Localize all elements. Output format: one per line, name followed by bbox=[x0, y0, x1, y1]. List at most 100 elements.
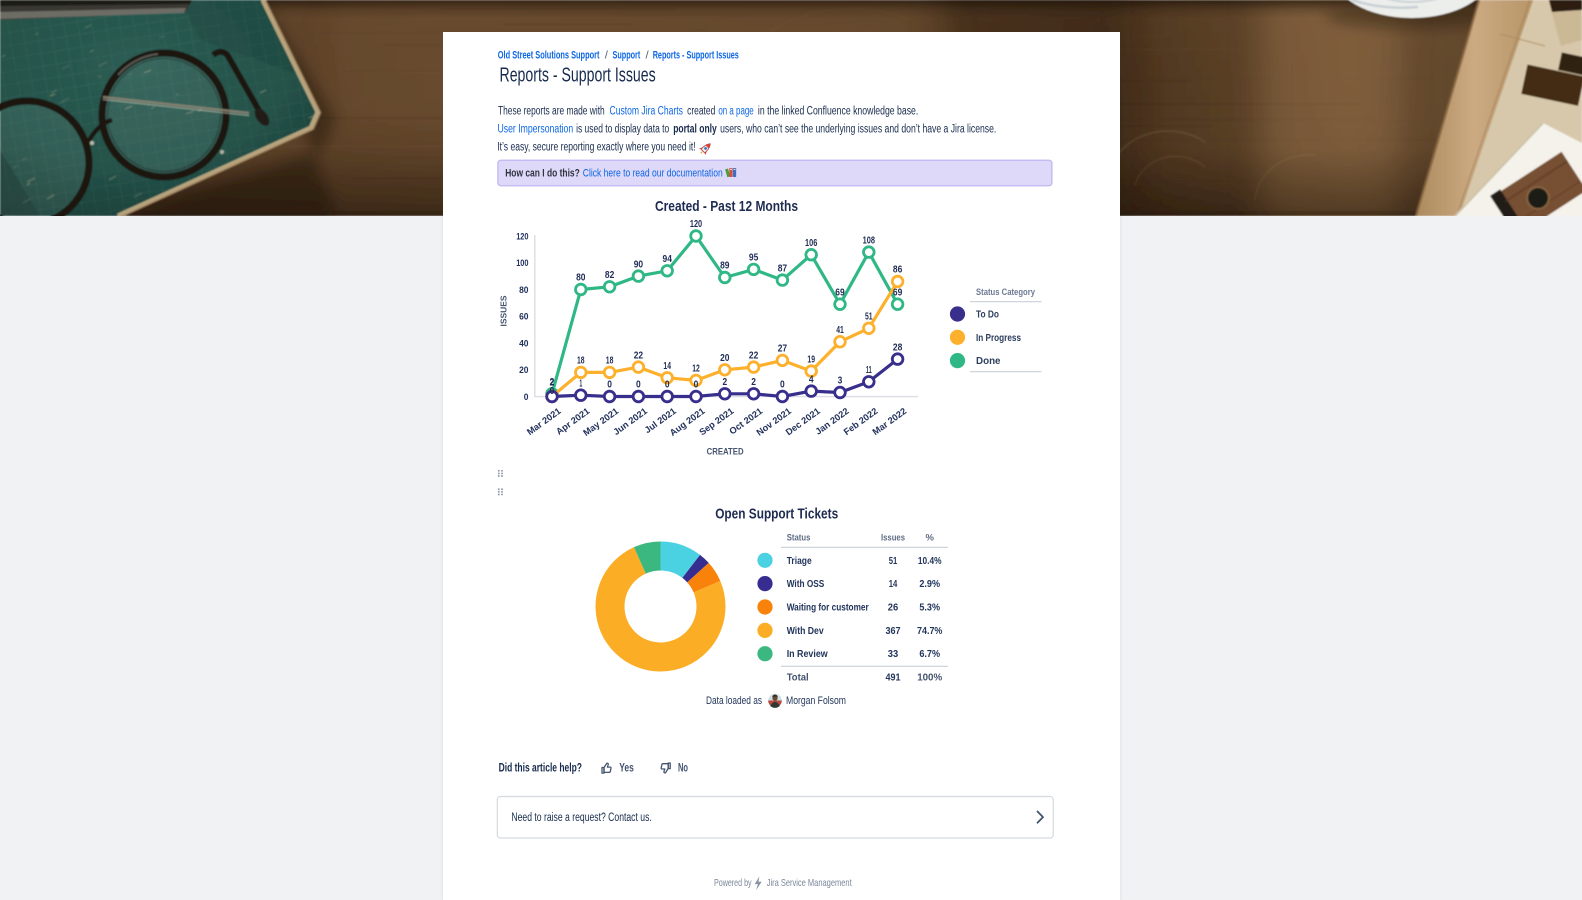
svg-text:With Dev: With Dev bbox=[787, 625, 824, 637]
svg-text:It’s easy, secure reporting ex: It’s easy, secure reporting exactly wher… bbox=[497, 142, 695, 154]
svg-text:14: 14 bbox=[663, 361, 671, 372]
svg-text:Support: Support bbox=[613, 49, 641, 61]
svg-text:22: 22 bbox=[634, 350, 644, 361]
svg-text:0: 0 bbox=[694, 380, 699, 391]
svg-text:27: 27 bbox=[778, 344, 788, 355]
svg-text:Status Category: Status Category bbox=[976, 286, 1036, 297]
svg-text:0: 0 bbox=[780, 380, 785, 391]
svg-text:1: 1 bbox=[579, 378, 582, 389]
svg-text:87: 87 bbox=[778, 263, 788, 274]
svg-text:Reports - Support Issues: Reports - Support Issues bbox=[653, 49, 739, 61]
svg-text:Need to raise a request? Conta: Need to raise a request? Contact us. bbox=[511, 812, 651, 824]
svg-text:33: 33 bbox=[888, 648, 899, 660]
svg-text:portal only: portal only bbox=[673, 124, 717, 136]
svg-text:20: 20 bbox=[720, 353, 730, 364]
svg-text:Yes: Yes bbox=[619, 762, 634, 774]
svg-text:ISSUES: ISSUES bbox=[499, 295, 509, 326]
svg-text:0: 0 bbox=[607, 380, 612, 391]
svg-text:Data loaded as: Data loaded as bbox=[706, 695, 762, 707]
svg-text:Powered by: Powered by bbox=[714, 877, 752, 889]
svg-text:51: 51 bbox=[889, 555, 898, 567]
svg-text:How can I do this?: How can I do this? bbox=[505, 167, 580, 179]
svg-text:0: 0 bbox=[665, 380, 670, 391]
svg-text:created: created bbox=[687, 106, 715, 118]
svg-text:Did this article help?: Did this article help? bbox=[499, 762, 582, 774]
svg-text:4: 4 bbox=[809, 374, 814, 385]
svg-text:40: 40 bbox=[519, 338, 528, 349]
svg-text:2: 2 bbox=[722, 377, 727, 388]
svg-text:To Do: To Do bbox=[976, 309, 999, 321]
svg-text:3: 3 bbox=[838, 376, 843, 387]
svg-text:users, who can’t see the under: users, who can’t see the underlying issu… bbox=[720, 124, 996, 136]
svg-text:in the linked Confluence knowl: in the linked Confluence knowledge base. bbox=[758, 106, 918, 118]
svg-text:95: 95 bbox=[749, 253, 759, 264]
svg-text:74.7%: 74.7% bbox=[917, 625, 943, 637]
svg-text:Issues: Issues bbox=[881, 533, 905, 544]
svg-text:60: 60 bbox=[519, 312, 528, 323]
svg-text:Waiting for customer: Waiting for customer bbox=[787, 602, 869, 614]
svg-text:491: 491 bbox=[886, 671, 901, 683]
svg-text:82: 82 bbox=[605, 270, 615, 281]
svg-text:100: 100 bbox=[516, 258, 528, 269]
svg-text:89: 89 bbox=[720, 261, 730, 272]
svg-text:Done: Done bbox=[976, 355, 1001, 367]
svg-text:Created - Past 12 Months: Created - Past 12 Months bbox=[655, 198, 798, 215]
svg-text:is used to display data to: is used to display data to bbox=[576, 124, 669, 136]
svg-text:Total: Total bbox=[787, 671, 809, 683]
svg-text:100%: 100% bbox=[917, 671, 943, 683]
svg-text:/: / bbox=[605, 49, 609, 61]
svg-text:10.4%: 10.4% bbox=[918, 555, 942, 567]
svg-text:With OSS: With OSS bbox=[787, 578, 825, 590]
svg-text:/: / bbox=[646, 49, 650, 61]
svg-text:86: 86 bbox=[893, 265, 903, 276]
svg-text:80: 80 bbox=[576, 273, 586, 284]
svg-text:6.7%: 6.7% bbox=[919, 648, 940, 660]
svg-text:69: 69 bbox=[835, 287, 845, 298]
svg-text:2: 2 bbox=[751, 377, 756, 388]
svg-text:19: 19 bbox=[807, 354, 815, 365]
svg-text:0: 0 bbox=[524, 392, 529, 403]
svg-text:2: 2 bbox=[550, 377, 555, 388]
svg-text:Custom Jira Charts: Custom Jira Charts bbox=[610, 106, 684, 118]
svg-text:These reports are made with: These reports are made with bbox=[498, 106, 605, 118]
svg-text:12: 12 bbox=[692, 364, 700, 375]
svg-text:367: 367 bbox=[885, 625, 900, 637]
svg-text:14: 14 bbox=[889, 578, 898, 590]
svg-text:In Progress: In Progress bbox=[976, 332, 1021, 344]
svg-text:Morgan Folsom: Morgan Folsom bbox=[786, 695, 846, 707]
svg-text:Status: Status bbox=[787, 533, 811, 544]
svg-text:106: 106 bbox=[805, 238, 818, 249]
svg-text:18: 18 bbox=[606, 356, 614, 367]
svg-text:108: 108 bbox=[863, 235, 876, 246]
svg-text:CREATED: CREATED bbox=[707, 446, 744, 456]
svg-text:80: 80 bbox=[519, 285, 528, 296]
svg-text:28: 28 bbox=[893, 342, 903, 353]
svg-text:0: 0 bbox=[550, 386, 555, 397]
svg-text:94: 94 bbox=[663, 254, 673, 265]
svg-text:2.9%: 2.9% bbox=[919, 578, 940, 590]
svg-text:5.3%: 5.3% bbox=[919, 602, 940, 614]
svg-text:120: 120 bbox=[516, 231, 528, 242]
svg-text:2: 2 bbox=[550, 377, 555, 388]
svg-text:22: 22 bbox=[749, 350, 759, 361]
svg-text:20: 20 bbox=[519, 365, 528, 376]
svg-text:on a page: on a page bbox=[718, 106, 753, 118]
svg-text:41: 41 bbox=[836, 325, 844, 336]
svg-text:26: 26 bbox=[888, 602, 899, 614]
svg-text:Old Street Solutions Support: Old Street Solutions Support bbox=[498, 49, 600, 61]
svg-text:User Impersonation: User Impersonation bbox=[498, 124, 574, 136]
svg-text:No: No bbox=[678, 762, 688, 774]
svg-text:Reports - Support Issues: Reports - Support Issues bbox=[500, 64, 656, 86]
svg-text:51: 51 bbox=[865, 311, 873, 322]
svg-text:11: 11 bbox=[866, 365, 872, 376]
svg-text:69: 69 bbox=[893, 287, 903, 298]
svg-text:Jira Service Management: Jira Service Management bbox=[767, 877, 852, 889]
svg-text:In Review: In Review bbox=[787, 648, 829, 660]
svg-text:Click here to read our documen: Click here to read our documentation bbox=[583, 167, 723, 179]
svg-text:90: 90 bbox=[634, 259, 644, 270]
svg-text:%: % bbox=[925, 533, 934, 544]
svg-text:18: 18 bbox=[577, 356, 585, 367]
svg-text:Triage: Triage bbox=[787, 555, 812, 567]
svg-text:Open Support Tickets: Open Support Tickets bbox=[715, 506, 838, 523]
svg-text:120: 120 bbox=[690, 219, 703, 230]
